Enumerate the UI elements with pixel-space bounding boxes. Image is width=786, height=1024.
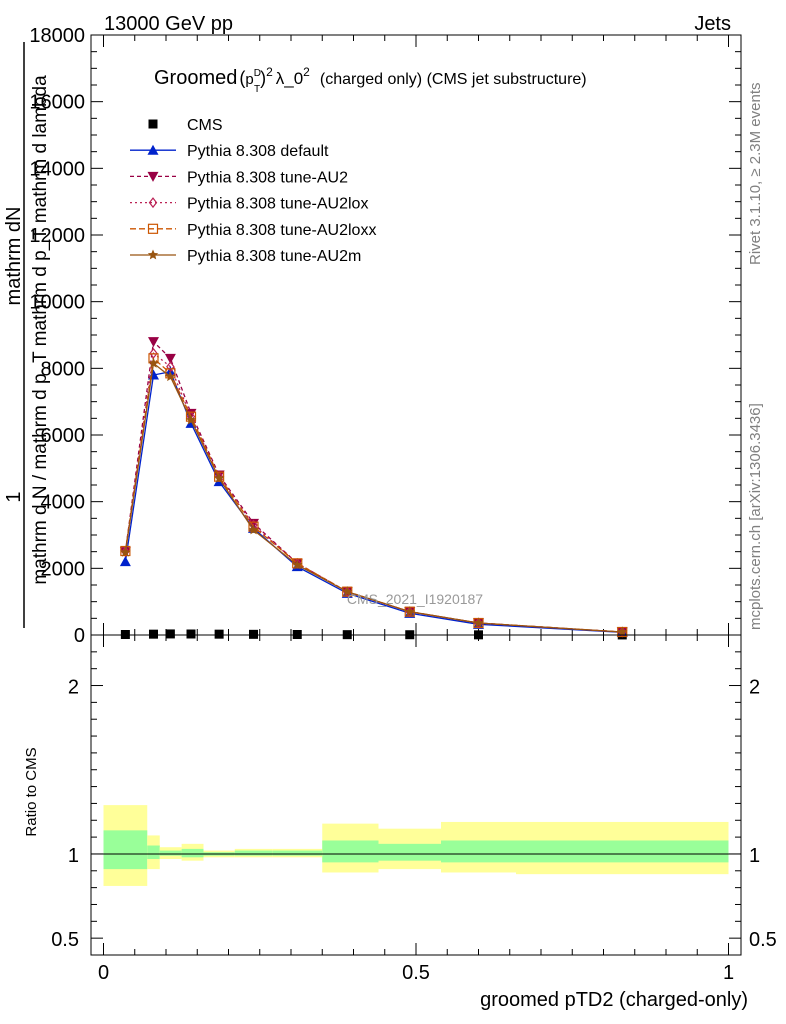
legend-marker (147, 171, 159, 182)
data-point (165, 629, 175, 639)
data-point (149, 629, 158, 639)
chart-title: Groomed (pD T)2 λ_02 (charged only) (CMS jet… (154, 65, 587, 95)
data-point (120, 546, 131, 557)
y-tick-label: 0 (74, 625, 85, 647)
data-point (404, 606, 415, 617)
title-sq: 2 (266, 65, 273, 79)
x-axis-label: groomed pTD2 (charged-only) (480, 989, 748, 1011)
ratio-band-inner (103, 830, 148, 870)
ratio-band-inner (441, 840, 516, 863)
legend-marker (147, 144, 159, 155)
y-tick-label: 6000 (41, 425, 86, 447)
ratio-tick-label: 0.5 (51, 929, 79, 951)
title-pt-sup: D (254, 68, 261, 79)
legend-label: Pythia 8.308 tune-AU2 (187, 169, 348, 186)
y-tick-label: 4000 (41, 492, 86, 514)
y-tick-label: 16000 (29, 92, 85, 114)
series-line (124, 340, 623, 633)
data-point (342, 586, 353, 597)
legend-label: Pythia 8.308 tune-AU2m (187, 248, 361, 265)
title-groomed: Groomed (154, 67, 237, 89)
data-point (148, 357, 159, 368)
mcplots-label: mcplots.cern.ch [arXiv:1306.3436] (747, 403, 764, 630)
data-point (121, 546, 130, 558)
ratio-tick-label-right: 1 (749, 845, 760, 867)
ratio-tick-label: 2 (68, 677, 79, 699)
y-tick-label: 10000 (29, 292, 85, 314)
title-pt-sub: T (254, 84, 260, 95)
title-lambda-sup: 2 (303, 65, 310, 79)
data-point (249, 629, 258, 639)
watermark: CMS_2021_I1920187 (347, 591, 483, 607)
legend-label: Pythia 8.308 tune-AU2lox (187, 196, 368, 213)
ratio-band-inner (516, 840, 729, 863)
legend-label: Pythia 8.308 default (187, 143, 329, 160)
data-point (185, 414, 197, 425)
y-tick-label: 12000 (29, 225, 85, 247)
title-lambda: λ_0 (276, 69, 303, 88)
data-point (186, 629, 196, 639)
data-point (213, 472, 225, 483)
legend-marker (148, 119, 158, 129)
data-point (214, 629, 224, 639)
rivet-label: Rivet 3.1.10, ≥ 2.3M events (747, 83, 764, 266)
data-point (617, 626, 628, 637)
legend-label: CMS (187, 117, 223, 134)
legend-marker (148, 197, 158, 209)
data-point (165, 371, 176, 382)
ratio-band-inner (181, 848, 204, 858)
y-tick-label: 2000 (41, 558, 86, 580)
x-tick-label: 1 (723, 962, 734, 984)
data-point (292, 559, 303, 570)
data-point (119, 556, 131, 567)
data-point (148, 337, 159, 348)
ratio-band-inner (147, 845, 160, 859)
legend: CMS Pythia 8.308 default Pythia 8.308 tune… (130, 117, 376, 265)
data-point (164, 353, 176, 364)
main-axes: 0 2000 4000 6000 8000 10000 12000 14000 16000 180… (29, 25, 742, 647)
ylabel-one: 1 (3, 491, 25, 502)
ylabel-ratio: Ratio to CMS (23, 747, 40, 836)
data-point (166, 361, 175, 373)
y-tick-label: 8000 (41, 358, 86, 380)
ratio-band-inner (322, 840, 379, 863)
ylabel-numerator: mathrm dN (3, 207, 25, 306)
data-point (248, 524, 259, 535)
legend-label: Pythia 8.308 tune-AU2loxx (187, 222, 376, 239)
ratio-band-inner (159, 850, 182, 856)
ratio-band-inner (378, 843, 441, 861)
y-axis-label-main: 1 mathrm dN mathrm d N / mathrm d p_T ma… (3, 42, 51, 628)
ratio-tick-label-right: 0.5 (749, 929, 777, 951)
ratio-band-inner (272, 850, 323, 856)
ratio-axes: 0.5 0.5 1 1 2 2 0 0.5 1 (51, 634, 777, 984)
legend-marker (147, 249, 159, 260)
header-right: Jets (694, 13, 731, 35)
x-tick-label: 0 (98, 962, 109, 984)
data-point (473, 617, 484, 628)
ratio-band-inner (234, 850, 273, 856)
ratio-frame (90, 634, 742, 956)
series-5 (120, 357, 628, 637)
title-rest: (charged only) (CMS jet substructure) (320, 71, 587, 88)
series-layer (119, 337, 628, 640)
header-left: 13000 GeV pp (104, 13, 233, 35)
ratio-tick-label: 1 (68, 845, 79, 867)
y-tick-label: 18000 (29, 25, 85, 47)
legend-marker (147, 223, 159, 234)
ylabel-denominator: mathrm d N / mathrm d p_T mathrm d p_T m… (30, 75, 51, 585)
x-tick-label: 0.5 (402, 962, 430, 984)
ratio-tick-label-right: 2 (749, 677, 760, 699)
ratio-bands (103, 805, 729, 886)
y-tick-label: 14000 (29, 158, 85, 180)
title-pt: p (245, 71, 253, 88)
